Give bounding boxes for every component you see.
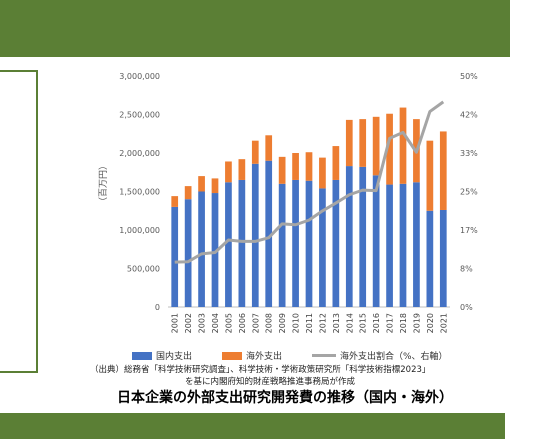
x-tick-label: 2009 [278,313,287,333]
y-axis-label: （百万円） [98,161,109,206]
bar-domestic [278,183,286,307]
x-tick-label: 2015 [359,313,368,333]
legend-item-overseas: 海外支出 [222,349,282,362]
header-band [0,0,510,57]
bar-domestic [198,191,205,307]
bar-domestic [386,184,393,307]
bar-overseas [211,178,219,194]
bar-domestic [359,166,367,307]
x-tick-label: 2017 [386,313,395,333]
legend: 国内支出 海外支出 海外支出割合（%、右軸） [132,349,502,363]
bar-domestic [265,160,273,307]
chart-title: 日本企業の外部支出研究開発費の推移（国内・海外） [117,390,453,406]
bar-overseas [184,186,192,200]
legend-swatch-domestic [132,351,152,360]
y2-tick-label: 33% [460,149,478,158]
bar-overseas [278,156,286,184]
bar-domestic [399,183,407,307]
side-panel-frame [0,70,38,373]
y-tick-label: 2,500,000 [119,111,160,120]
bar-domestic [211,193,219,307]
bar-overseas [439,131,447,210]
bar-overseas [372,116,380,176]
bar-overseas [198,176,205,192]
y-tick-label: 500,000 [127,265,160,274]
bar-domestic [332,179,340,307]
bar-overseas [319,157,326,189]
bar-overseas [345,119,353,167]
x-tick-label: 2011 [305,313,314,333]
x-tick-label: 2012 [318,313,327,333]
x-tick-label: 2014 [345,313,354,333]
legend-item-domestic: 国内支出 [132,349,192,362]
y-tick-label: 3,000,000 [119,72,160,81]
y2-tick-label: 25% [460,188,478,197]
x-tick-label: 2003 [198,313,207,333]
bar-domestic [426,210,434,307]
bar-overseas [332,146,340,180]
x-tick-label: 2006 [238,313,247,333]
bar-overseas [305,152,313,181]
legend-label-domestic: 国内支出 [156,352,193,362]
bar-overseas [265,135,273,161]
source-note-line1: （出典）総務省「科学技術研究調査」、科学技術・学術政策研究所「科学技術指標202… [90,365,431,375]
bar-domestic [319,188,326,307]
y2-tick-label: 0% [460,303,473,312]
bar-overseas [399,107,407,184]
x-tick-label: 2005 [224,313,233,333]
x-tick-label: 2021 [439,313,448,333]
x-tick-label: 2020 [426,313,435,333]
bar-domestic [171,206,179,307]
bar-domestic [372,175,380,307]
legend-swatch-overseas [222,351,242,360]
source-note-line2: を基に内閣府知的財産戦略推進事務局が作成 [185,377,356,387]
legend-swatch-ratio [312,354,336,357]
y-tick-label: 2,000,000 [119,149,160,158]
y2-tick-label: 8% [460,265,473,274]
bar-domestic [305,180,313,307]
footer-band [0,413,505,439]
bar-overseas [386,113,393,185]
bar-overseas [292,153,299,180]
x-tick-label: 2004 [211,313,220,333]
y-tick-label: 0 [155,303,160,312]
bar-domestic [251,163,259,307]
bar-domestic [292,179,299,307]
bar-overseas [238,159,246,180]
x-tick-label: 2016 [372,313,381,333]
x-tick-label: 2010 [292,313,301,333]
chart: 3,000,000 2,500,000 2,000,000 1,500,000 1,00… [98,72,478,333]
bar-overseas [426,140,434,211]
x-tick-label: 2019 [412,313,421,333]
x-tick-label: 2018 [399,313,408,333]
bar-domestic [184,199,192,307]
bar-domestic [345,166,353,307]
x-tick-label: 2013 [332,313,341,333]
bar-domestic [225,182,232,307]
x-tick-label: 2001 [171,313,180,333]
y2-tick-label: 42% [460,111,478,120]
y-tick-label: 1,000,000 [119,226,160,235]
legend-label-overseas: 海外支出 [246,352,283,362]
bar-domestic [238,179,246,307]
bar-overseas [359,119,367,167]
x-tick-label: 2007 [251,313,260,333]
y-tick-label: 1,500,000 [119,188,160,197]
bar-overseas [171,196,179,207]
legend-label-ratio: 海外支出割合（%、右軸） [340,352,448,362]
bar-overseas [225,161,232,183]
bar-domestic [439,209,447,307]
y2-tick-label: 50% [460,72,478,81]
y2-tick-label: 17% [460,226,478,235]
x-tick-label: 2002 [184,313,193,333]
legend-item-ratio: 海外支出割合（%、右軸） [312,349,448,362]
bar-overseas [251,140,259,164]
bar-domestic [413,182,420,307]
x-tick-label: 2008 [265,313,274,333]
